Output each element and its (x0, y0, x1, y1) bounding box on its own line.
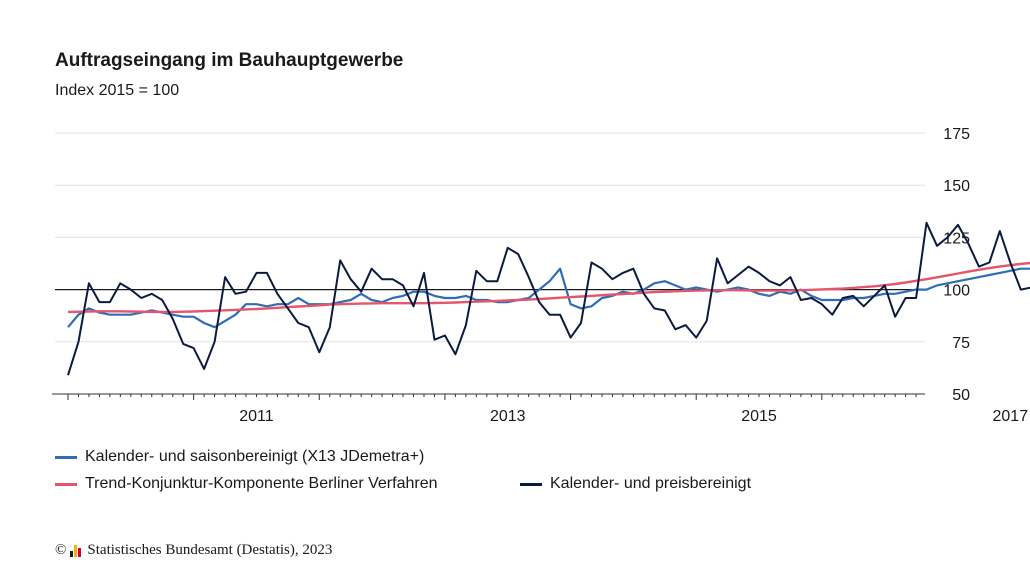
chart-subtitle: Index 2015 = 100 (55, 82, 180, 99)
y-tick-label: 75 (952, 335, 970, 352)
y-tick-label: 150 (943, 178, 970, 195)
x-tick-label: 2017 (993, 408, 1029, 425)
y-tick-label: 100 (943, 283, 970, 300)
legend-swatch-preis (520, 482, 542, 486)
legend-label-saison: Kalender- und saisonbereinigt (X13 JDeme… (85, 448, 425, 465)
source-text: Statistisches Bundesamt (Destatis), 2023 (87, 542, 333, 558)
legend-item-preis: Kalender- und preisbereinigt (520, 475, 751, 493)
legend-label-trend: Trend-Konjunktur-Komponente Berliner Ver… (85, 475, 438, 492)
series-lines (67, 221, 1030, 376)
y-tick-label: 175 (943, 126, 970, 143)
x-tick-label: 2013 (490, 408, 526, 425)
source-line: © Statistisches Bundesamt (Destatis), 20… (55, 542, 332, 559)
legend-swatch-saison (55, 455, 77, 459)
destatis-logo-icon (70, 544, 82, 557)
legend-swatch-trend (55, 482, 77, 486)
x-tick-label: 2015 (741, 408, 777, 425)
x-axis: 2011201320152017201920212023 (52, 393, 1029, 425)
legend-label-preis: Kalender- und preisbereinigt (550, 475, 752, 492)
legend-item-saison: Kalender- und saisonbereinigt (X13 JDeme… (55, 448, 424, 466)
copyright-symbol: © (55, 542, 67, 558)
y-tick-label: 50 (952, 387, 970, 404)
series-line-saison (67, 267, 1030, 329)
series-line-preis (67, 221, 1030, 376)
legend-item-trend: Trend-Konjunktur-Komponente Berliner Ver… (55, 475, 438, 493)
x-tick-label: 2011 (239, 408, 274, 425)
chart-title: Auftragseingang im Bauhauptgewerbe (55, 50, 404, 71)
series-line-trend (67, 261, 1030, 314)
